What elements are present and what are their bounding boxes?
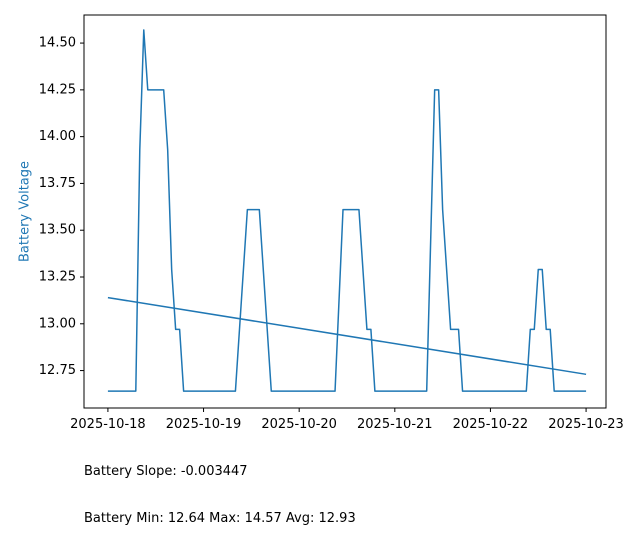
x-tick-label: 2025-10-19 bbox=[166, 417, 242, 432]
stats-block: Battery Slope: -0.003447 Battery Min: 12… bbox=[84, 433, 356, 542]
y-tick-label: 12.75 bbox=[39, 363, 76, 378]
series-layer bbox=[107, 29, 587, 392]
x-tick-label: 2025-10-21 bbox=[357, 417, 433, 432]
y-tick-label: 14.00 bbox=[39, 129, 76, 144]
x-tick-label: 2025-10-22 bbox=[453, 417, 529, 432]
y-axis-ticks: 12.75 13.00 13.25 13.50 13.75 14.00 14.25 14.50 bbox=[39, 36, 84, 378]
battery-voltage-line bbox=[107, 29, 587, 392]
battery-summary-text: Battery Min: 12.64 Max: 14.57 Avg: 12.93 bbox=[84, 510, 356, 526]
battery-trend-line bbox=[107, 296, 587, 376]
y-tick-label: 14.50 bbox=[39, 36, 76, 51]
x-tick-label: 2025-10-18 bbox=[70, 417, 146, 432]
battery-slope-text: Battery Slope: -0.003447 bbox=[84, 464, 248, 479]
plot-frame bbox=[83, 14, 607, 409]
y-tick-label: 13.25 bbox=[39, 270, 76, 285]
y-tick-label: 13.75 bbox=[39, 176, 76, 191]
y-axis-label: Battery Voltage bbox=[18, 161, 33, 262]
y-tick-label: 14.25 bbox=[39, 82, 76, 97]
battery-voltage-chart: 2025-10-18 2025-10-19 2025-10-20 2025-10-21… bbox=[18, 14, 624, 432]
x-tick-label: 2025-10-23 bbox=[548, 417, 624, 432]
y-tick-label: 13.00 bbox=[39, 316, 76, 331]
x-tick-label: 2025-10-20 bbox=[261, 417, 337, 432]
x-axis-ticks: 2025-10-18 2025-10-19 2025-10-20 2025-10-21… bbox=[70, 408, 624, 432]
y-tick-label: 13.50 bbox=[39, 223, 76, 238]
